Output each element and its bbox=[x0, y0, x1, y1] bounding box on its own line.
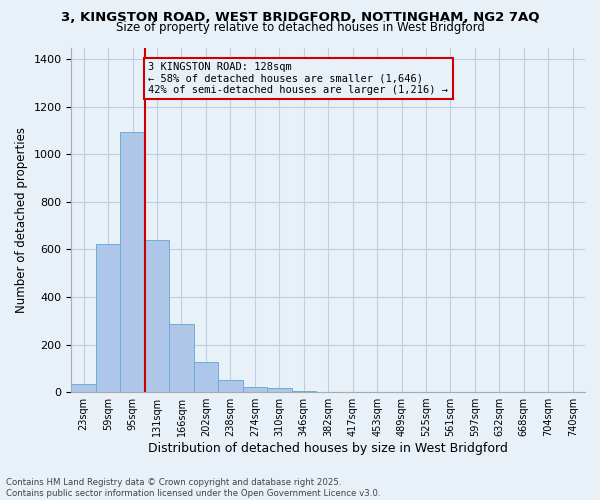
Text: Contains HM Land Registry data © Crown copyright and database right 2025.
Contai: Contains HM Land Registry data © Crown c… bbox=[6, 478, 380, 498]
Bar bbox=[194, 362, 218, 392]
Bar bbox=[292, 391, 316, 392]
Bar bbox=[242, 387, 267, 392]
X-axis label: Distribution of detached houses by size in West Bridgford: Distribution of detached houses by size … bbox=[148, 442, 508, 455]
Y-axis label: Number of detached properties: Number of detached properties bbox=[15, 127, 28, 313]
Bar bbox=[96, 244, 121, 392]
Bar bbox=[145, 240, 169, 392]
Bar bbox=[218, 380, 242, 392]
Bar bbox=[267, 388, 292, 392]
Bar bbox=[169, 324, 194, 392]
Bar bbox=[71, 384, 96, 392]
Bar bbox=[121, 132, 145, 392]
Text: Size of property relative to detached houses in West Bridgford: Size of property relative to detached ho… bbox=[116, 21, 484, 34]
Text: 3 KINGSTON ROAD: 128sqm
← 58% of detached houses are smaller (1,646)
42% of semi: 3 KINGSTON ROAD: 128sqm ← 58% of detache… bbox=[148, 62, 448, 95]
Text: 3, KINGSTON ROAD, WEST BRIDGFORD, NOTTINGHAM, NG2 7AQ: 3, KINGSTON ROAD, WEST BRIDGFORD, NOTTIN… bbox=[61, 11, 539, 24]
